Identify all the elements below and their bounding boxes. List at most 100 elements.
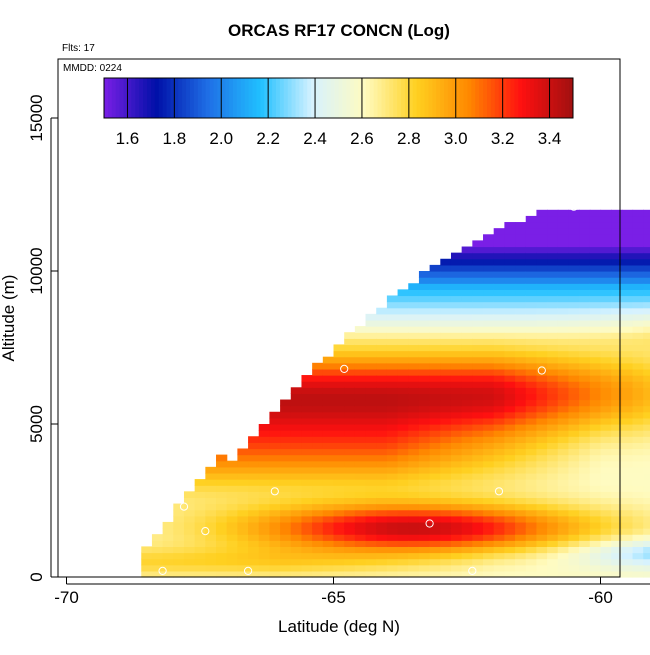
heatmap-cell <box>536 564 548 572</box>
heatmap-cell <box>589 399 602 407</box>
colorbar-tick-label: 2.4 <box>303 129 327 148</box>
heatmap-cell <box>290 387 303 394</box>
heatmap-cell <box>547 215 559 223</box>
heatmap-cell <box>333 485 345 492</box>
heatmap-cell <box>632 338 644 346</box>
heatmap-cell <box>376 460 388 468</box>
heatmap-cell <box>386 509 399 517</box>
heatmap-cell <box>600 472 612 480</box>
heatmap-cell <box>600 307 612 315</box>
heatmap-cell <box>344 460 356 468</box>
heatmap-cell <box>248 485 260 492</box>
heatmap-cell <box>216 503 228 511</box>
heatmap-cell <box>344 399 356 407</box>
heatmap-cell <box>579 387 591 394</box>
heatmap-cell <box>568 546 580 554</box>
heatmap-cell <box>525 430 538 437</box>
heatmap-cell <box>216 515 228 523</box>
heatmap-cell <box>408 368 420 376</box>
heatmap-cell <box>515 454 527 462</box>
heatmap-cell <box>408 448 420 456</box>
heatmap-cell <box>418 277 431 284</box>
heatmap-cell <box>611 264 623 272</box>
colorbar-swatch <box>553 78 558 118</box>
heatmap-cell <box>472 472 484 480</box>
heatmap-cell <box>397 454 409 462</box>
colorbar-swatch <box>186 78 191 118</box>
heatmap-cell <box>557 503 570 511</box>
colorbar-swatch <box>561 78 566 118</box>
heatmap-cell <box>483 436 495 443</box>
heatmap-cell <box>493 411 505 419</box>
heatmap-cell <box>515 326 527 333</box>
heatmap-cell <box>376 534 388 541</box>
heatmap-cell <box>333 448 345 456</box>
heatmap-cell <box>493 264 505 272</box>
heatmap-cell <box>151 558 164 566</box>
heatmap-cell <box>216 466 228 474</box>
heatmap-cell <box>483 326 495 333</box>
heatmap-cell <box>525 234 538 241</box>
heatmap-cell <box>173 521 185 529</box>
heatmap-cell <box>611 466 623 474</box>
heatmap-cell <box>472 479 484 486</box>
heatmap-cell <box>547 491 559 499</box>
heatmap-cell <box>504 252 516 260</box>
heatmap-cell <box>280 515 292 523</box>
heatmap-cell <box>493 497 505 505</box>
heatmap-cell <box>269 509 281 517</box>
heatmap-cell <box>397 319 409 327</box>
heatmap-cell <box>365 546 377 554</box>
heatmap-cell <box>408 405 420 413</box>
heatmap-cell <box>376 485 388 492</box>
heatmap-cell <box>536 252 548 260</box>
heatmap-cell <box>333 454 345 462</box>
heatmap-cell <box>365 368 377 376</box>
heatmap-cell <box>632 258 644 266</box>
heatmap-cell <box>621 534 634 541</box>
heatmap-cell <box>429 540 441 547</box>
heatmap-cell <box>589 264 602 272</box>
heatmap-cell <box>536 338 548 346</box>
heatmap-cell <box>525 332 538 339</box>
heatmap-cell <box>290 399 303 407</box>
heatmap-cell <box>621 552 634 560</box>
heatmap-cell <box>386 448 399 456</box>
heatmap-cell <box>397 289 409 297</box>
heatmap-cell <box>579 283 591 290</box>
heatmap-cell <box>589 387 602 394</box>
heatmap-cell <box>525 424 538 431</box>
colorbar-swatch <box>369 78 375 118</box>
heatmap-cell <box>280 509 292 517</box>
heatmap-cell <box>600 344 612 352</box>
heatmap-cell <box>450 326 463 333</box>
heatmap-cell <box>290 509 303 517</box>
heatmap-cell <box>344 534 356 541</box>
heatmap-cell <box>547 424 559 431</box>
heatmap-cell <box>483 466 495 474</box>
heatmap-cell <box>515 411 527 419</box>
heatmap-cell <box>525 515 538 523</box>
heatmap-cell <box>525 393 538 401</box>
heatmap-cell <box>536 375 548 382</box>
heatmap-cell <box>621 252 634 260</box>
heatmap-cell <box>280 497 292 505</box>
heatmap-cell <box>429 424 441 431</box>
heatmap-cell <box>611 479 623 486</box>
heatmap-cell <box>226 528 238 535</box>
heatmap-cell <box>290 485 303 492</box>
heatmap-cell <box>621 515 634 523</box>
heatmap-cell <box>344 436 356 443</box>
heatmap-cell <box>365 344 377 352</box>
heatmap-cell <box>237 570 249 578</box>
heatmap-cell <box>557 528 570 535</box>
heatmap-cell <box>440 460 452 468</box>
heatmap-cell <box>568 509 580 517</box>
x-tick-label: -60 <box>588 588 613 607</box>
heatmap-cell <box>280 405 292 413</box>
heatmap-cell <box>194 479 206 486</box>
heatmap-cell <box>525 436 538 443</box>
heatmap-cell <box>354 430 367 437</box>
heatmap-cell <box>632 540 644 547</box>
colorbar-swatch <box>260 78 265 118</box>
